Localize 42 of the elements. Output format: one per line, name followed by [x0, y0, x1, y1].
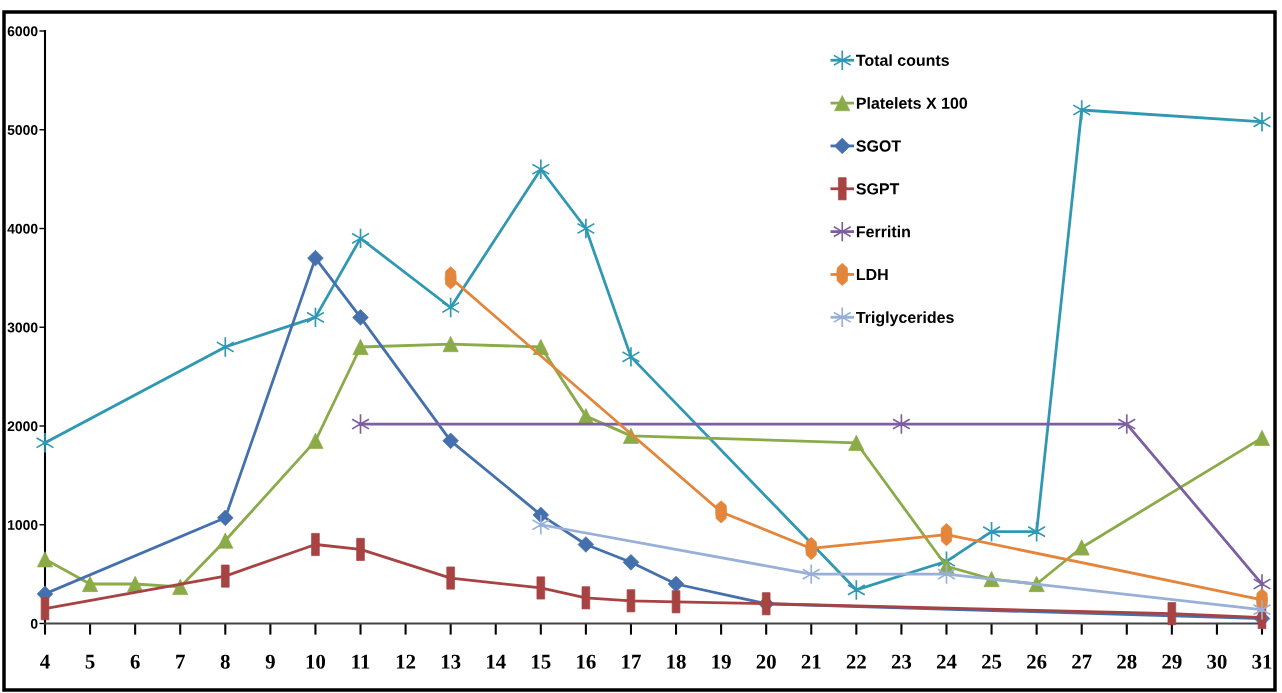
- x-tick-label: 17: [622, 654, 641, 669]
- y-tick-label: 6000: [7, 26, 38, 37]
- legend-label: SGPT: [856, 183, 900, 195]
- x-tick-label: 23: [891, 654, 912, 669]
- legend-label: Ferritin: [856, 225, 910, 238]
- y-tick-label: 5000: [7, 125, 38, 135]
- x-tick-label: 5: [85, 654, 95, 669]
- x-tick-label: 15: [532, 654, 551, 669]
- x-tick-label: 16: [577, 654, 596, 669]
- x-tick-label: 30: [1207, 654, 1227, 669]
- x-tick-label: 24: [936, 654, 957, 669]
- y-tick-label: 0: [30, 618, 38, 629]
- legend-label: Triglycerides: [856, 311, 954, 327]
- x-tick-label: 29: [1162, 654, 1182, 669]
- x-tick-label: 14: [486, 654, 506, 669]
- y-tick-label: 3000: [7, 322, 38, 333]
- x-tick-label: 20: [756, 654, 776, 669]
- y-tick-label: 1000: [8, 520, 38, 530]
- x-tick-label: 9: [265, 654, 275, 669]
- x-tick-label: 25: [982, 654, 1002, 669]
- x-tick-label: 21: [801, 654, 821, 669]
- x-tick-label: 28: [1117, 654, 1137, 669]
- x-tick-label: 22: [846, 654, 866, 669]
- x-tick-label: 26: [1027, 654, 1047, 669]
- legend-label: Total counts: [856, 54, 949, 66]
- x-tick-label: 6: [130, 654, 140, 669]
- y-tick-label: 2000: [7, 421, 38, 432]
- x-tick-label: 4: [40, 654, 50, 669]
- x-tick-label: 19: [712, 654, 731, 669]
- legend-label: SGOT: [856, 140, 901, 152]
- x-tick-label: 7: [176, 654, 185, 669]
- x-tick-label: 11: [352, 654, 370, 669]
- x-tick-label: 13: [441, 654, 461, 669]
- x-tick-label: 31: [1252, 654, 1272, 669]
- x-tick-label: 12: [396, 654, 416, 669]
- x-tick-label: 18: [667, 654, 686, 669]
- x-tick-label: 8: [220, 654, 230, 669]
- y-tick-label: 4000: [7, 223, 38, 234]
- legend-label: Platelets X 100: [856, 97, 968, 109]
- x-tick-label: 27: [1072, 654, 1092, 669]
- x-tick-label: 10: [306, 654, 326, 669]
- legend-label: LDH: [856, 269, 888, 281]
